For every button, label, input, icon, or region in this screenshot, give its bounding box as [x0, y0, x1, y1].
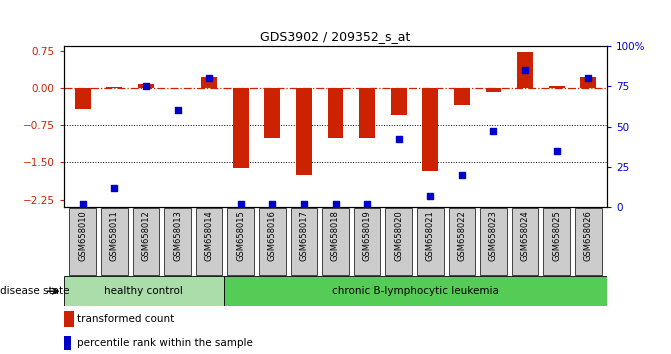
- Bar: [517, 52, 533, 88]
- Bar: [580, 77, 597, 88]
- Text: GSM658014: GSM658014: [205, 210, 213, 261]
- Bar: [454, 88, 470, 105]
- Text: GSM658011: GSM658011: [110, 210, 119, 261]
- Title: GDS3902 / 209352_s_at: GDS3902 / 209352_s_at: [260, 30, 411, 44]
- Point: [267, 201, 278, 207]
- Point: [77, 201, 88, 207]
- Bar: [133, 209, 159, 275]
- Point: [583, 75, 594, 81]
- Bar: [264, 88, 280, 138]
- Bar: [549, 86, 564, 88]
- Text: disease state: disease state: [0, 286, 70, 296]
- Bar: [486, 88, 501, 92]
- Text: GSM658010: GSM658010: [79, 210, 87, 261]
- Point: [456, 172, 467, 178]
- Text: GSM658020: GSM658020: [394, 210, 403, 261]
- Bar: [449, 209, 475, 275]
- Point: [425, 193, 435, 199]
- Text: GSM658012: GSM658012: [142, 210, 150, 261]
- Bar: [391, 88, 407, 115]
- Bar: [544, 209, 570, 275]
- Bar: [322, 209, 349, 275]
- Bar: [417, 209, 444, 275]
- Text: GSM658019: GSM658019: [362, 210, 372, 261]
- Bar: [359, 88, 375, 138]
- Point: [109, 185, 119, 190]
- Bar: [575, 209, 602, 275]
- Bar: [480, 209, 507, 275]
- Point: [330, 201, 341, 207]
- Point: [236, 201, 246, 207]
- Bar: [227, 209, 254, 275]
- Text: GSM658025: GSM658025: [552, 210, 561, 261]
- Point: [488, 129, 499, 134]
- Bar: [354, 209, 380, 275]
- Point: [204, 75, 215, 81]
- Bar: [74, 88, 91, 109]
- Bar: [69, 209, 96, 275]
- Text: GSM658016: GSM658016: [268, 210, 277, 261]
- Bar: [107, 87, 122, 88]
- Text: GSM658022: GSM658022: [458, 210, 466, 261]
- Bar: [196, 209, 222, 275]
- Bar: [201, 77, 217, 88]
- Bar: [64, 311, 74, 327]
- Bar: [423, 88, 438, 171]
- Text: transformed count: transformed count: [76, 314, 174, 324]
- Bar: [259, 209, 286, 275]
- Text: GSM658015: GSM658015: [236, 210, 245, 261]
- Bar: [233, 88, 248, 169]
- Point: [140, 84, 151, 89]
- Point: [172, 108, 183, 113]
- Point: [552, 148, 562, 154]
- Bar: [385, 209, 412, 275]
- Bar: [512, 209, 538, 275]
- Text: GSM658021: GSM658021: [426, 210, 435, 261]
- Bar: [327, 88, 344, 138]
- Point: [362, 201, 372, 207]
- Text: GSM658024: GSM658024: [521, 210, 529, 261]
- Bar: [164, 209, 191, 275]
- Text: percentile rank within the sample: percentile rank within the sample: [76, 338, 253, 348]
- Text: GSM658017: GSM658017: [299, 210, 309, 261]
- Bar: [64, 336, 71, 350]
- Point: [393, 137, 404, 142]
- Bar: [291, 209, 317, 275]
- Bar: [64, 276, 223, 306]
- Text: GSM658026: GSM658026: [584, 210, 592, 261]
- Text: GSM658023: GSM658023: [489, 210, 498, 261]
- Bar: [138, 84, 154, 88]
- Point: [520, 67, 531, 73]
- Text: GSM658013: GSM658013: [173, 210, 182, 261]
- Text: healthy control: healthy control: [104, 286, 183, 296]
- Text: GSM658018: GSM658018: [331, 210, 340, 261]
- Text: chronic B-lymphocytic leukemia: chronic B-lymphocytic leukemia: [332, 286, 499, 296]
- Bar: [101, 209, 127, 275]
- Point: [299, 201, 309, 207]
- Bar: [223, 276, 607, 306]
- Bar: [296, 88, 312, 175]
